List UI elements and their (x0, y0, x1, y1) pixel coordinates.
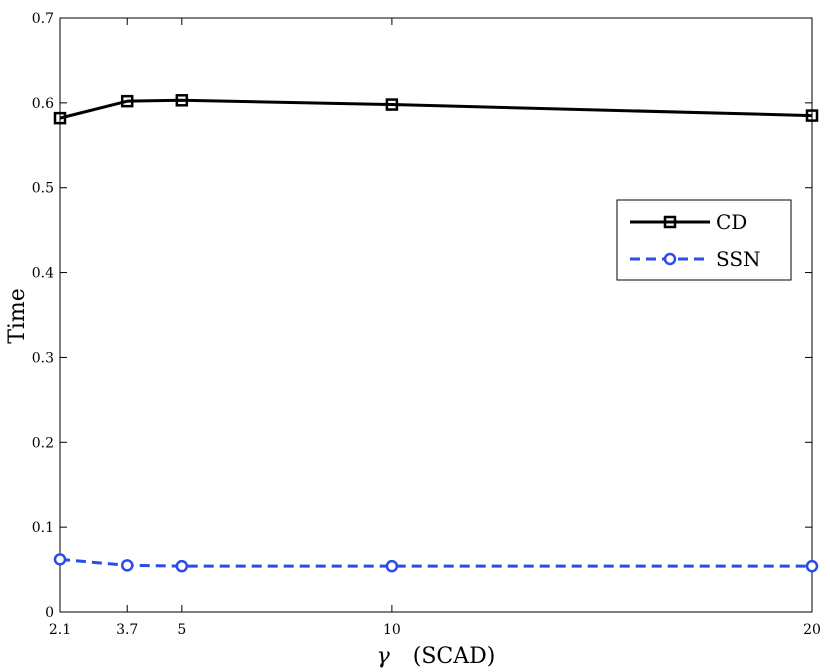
legend-marker-cd (663, 215, 677, 229)
series-line-ssn (59, 557, 812, 568)
y-tick-label: 0.1 (32, 520, 54, 536)
data-point-cd (385, 98, 399, 111)
x-axis-symbol: γ (377, 644, 391, 669)
data-point-cd (175, 94, 189, 107)
x-axis-title-text: (SCAD) (413, 644, 496, 669)
series-layer (53, 94, 819, 573)
y-tick-label: 0.4 (32, 266, 54, 282)
legend-label-ssn: SSN (716, 247, 761, 271)
data-point-ssn (53, 553, 67, 566)
data-point-ssn (385, 559, 399, 573)
data-point-ssn (805, 559, 819, 573)
legend: CD SSN (616, 199, 792, 281)
x-axis-title: γ (SCAD) (377, 644, 496, 669)
data-point-cd (53, 111, 67, 125)
x-tick-label: 20 (803, 622, 821, 638)
plot-area (59, 17, 813, 613)
x-tick-label: 10 (383, 622, 401, 638)
x-tick-label: 5 (177, 622, 186, 638)
y-axis-title: Time (5, 288, 30, 344)
data-point-ssn (120, 559, 134, 572)
y-tick-label: 0.3 (32, 350, 54, 366)
y-tick-label: 0 (45, 605, 54, 621)
y-tick-label: 0.7 (32, 11, 54, 27)
y-tick-label: 0.6 (32, 96, 54, 112)
y-tick-label: 0.5 (32, 181, 54, 197)
legend-box (616, 199, 792, 281)
x-tick-label: 2.1 (49, 622, 71, 638)
data-point-cd (120, 94, 134, 108)
legend-label-cd: CD (716, 210, 747, 234)
axis-ticks: 0 0.1 0.2 0.3 0.4 0.5 0.6 0.7 2.1 3.7 5 10 20 (32, 11, 821, 638)
data-point-ssn (175, 559, 189, 573)
data-point-cd (805, 109, 819, 122)
x-tick-label: 3.7 (116, 622, 138, 638)
legend-marker-ssn (663, 252, 677, 266)
y-tick-label: 0.2 (32, 435, 54, 451)
series-line-cd (59, 98, 813, 120)
